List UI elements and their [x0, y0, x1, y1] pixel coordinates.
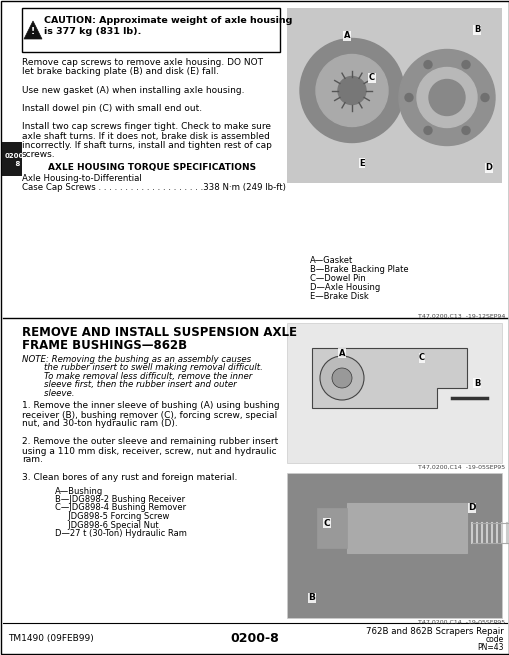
Circle shape	[398, 50, 494, 145]
Bar	[287, 8, 501, 183]
Text: Remove cap screws to remove axle housing. DO NOT: Remove cap screws to remove axle housing…	[22, 58, 263, 67]
Text: !: !	[31, 26, 35, 35]
Bar	[22, 8, 279, 52]
Text: C—Dowel Pin: C—Dowel Pin	[309, 274, 365, 283]
Text: AXLE HOUSING TORQUE SPECIFICATIONS: AXLE HOUSING TORQUE SPECIFICATIONS	[48, 163, 256, 172]
Circle shape	[461, 61, 469, 69]
Text: D—Axle Housing: D—Axle Housing	[309, 283, 380, 292]
Text: receiver (B), bushing remover (C), forcing screw, special: receiver (B), bushing remover (C), forci…	[22, 411, 277, 419]
Text: incorrectly. If shaft turns, install and tighten rest of cap: incorrectly. If shaft turns, install and…	[22, 141, 271, 150]
Circle shape	[423, 61, 431, 69]
Circle shape	[299, 39, 403, 143]
Circle shape	[461, 126, 469, 134]
Text: sleeve.: sleeve.	[22, 389, 74, 398]
Text: JDG898-5 Forcing Screw: JDG898-5 Forcing Screw	[55, 512, 169, 521]
Text: NOTE: Removing the bushing as an assembly causes: NOTE: Removing the bushing as an assembl…	[22, 355, 250, 364]
Text: A: A	[343, 31, 350, 41]
Text: Axle Housing-to-Differential: Axle Housing-to-Differential	[22, 174, 142, 183]
Text: Use new gasket (A) when installing axle housing.: Use new gasket (A) when installing axle …	[22, 86, 244, 94]
Text: REMOVE AND INSTALL SUSPENSION AXLE: REMOVE AND INSTALL SUSPENSION AXLE	[22, 326, 296, 339]
Text: 2. Remove the outer sleeve and remaining rubber insert: 2. Remove the outer sleeve and remaining…	[22, 438, 278, 447]
Text: E: E	[358, 159, 364, 168]
Text: T47,0200,C14  -19-05SEP95: T47,0200,C14 -19-05SEP95	[417, 465, 504, 470]
Circle shape	[480, 94, 488, 102]
Text: A: A	[338, 348, 345, 358]
Text: screws.: screws.	[22, 150, 55, 159]
Text: D—27 t (30-Ton) Hydraulic Ram: D—27 t (30-Ton) Hydraulic Ram	[55, 529, 186, 538]
Text: Case Cap Screws . . . . . . . . . . . . . . . . . . . .338 N·m (249 lb-ft): Case Cap Screws . . . . . . . . . . . . …	[22, 183, 286, 192]
Text: 0200-8: 0200-8	[230, 633, 279, 645]
Text: Install two cap screws finger tight. Check to make sure: Install two cap screws finger tight. Che…	[22, 122, 270, 132]
Text: D: D	[485, 164, 492, 172]
Circle shape	[319, 356, 363, 400]
Text: axle shaft turns. If it does not, brake disk is assembled: axle shaft turns. If it does not, brake …	[22, 132, 269, 141]
Text: 1. Remove the inner sleeve of bushing (A) using bushing: 1. Remove the inner sleeve of bushing (A…	[22, 402, 279, 411]
Circle shape	[331, 368, 351, 388]
Text: Install dowel pin (C) with small end out.: Install dowel pin (C) with small end out…	[22, 104, 202, 113]
Text: let brake backing plate (B) and disk (E) fall.: let brake backing plate (B) and disk (E)…	[22, 67, 218, 76]
Text: B—Brake Backing Plate: B—Brake Backing Plate	[309, 265, 408, 274]
Text: code: code	[485, 635, 503, 643]
Text: 762B and 862B Scrapers Repair: 762B and 862B Scrapers Repair	[365, 626, 503, 635]
Text: using a 110 mm disk, receiver, screw, nut and hydraulic: using a 110 mm disk, receiver, screw, nu…	[22, 447, 276, 455]
Text: C: C	[418, 354, 424, 362]
Text: the rubber insert to swell making removal difficult.: the rubber insert to swell making remova…	[22, 364, 262, 373]
Circle shape	[337, 77, 365, 105]
Text: B—JDG898-2 Bushing Receiver: B—JDG898-2 Bushing Receiver	[55, 495, 185, 504]
Bar	[287, 323, 501, 463]
Bar	[346, 503, 466, 553]
Text: C: C	[368, 73, 374, 83]
Circle shape	[416, 67, 476, 128]
Circle shape	[316, 54, 387, 126]
Text: B: B	[473, 26, 479, 35]
Text: TM1490 (09FEB99): TM1490 (09FEB99)	[8, 635, 94, 643]
Text: 3. Clean bores of any rust and foreign material.: 3. Clean bores of any rust and foreign m…	[22, 474, 237, 483]
Text: B: B	[308, 593, 315, 603]
Text: A—Gasket: A—Gasket	[309, 256, 353, 265]
Text: T47,0200,C13  -19-12SEP94: T47,0200,C13 -19-12SEP94	[417, 314, 504, 319]
Text: PN=43: PN=43	[476, 643, 503, 652]
Text: B: B	[473, 379, 479, 388]
Text: A—Bushing: A—Bushing	[55, 487, 103, 495]
Bar	[287, 473, 501, 618]
Text: C—JDG898-4 Bushing Remover: C—JDG898-4 Bushing Remover	[55, 504, 186, 512]
Text: nut, and 30-ton hydraulic ram (D).: nut, and 30-ton hydraulic ram (D).	[22, 419, 178, 428]
Circle shape	[428, 79, 464, 115]
Text: E—Brake Disk: E—Brake Disk	[309, 292, 368, 301]
Text: To make removal less difficult, remove the inner: To make removal less difficult, remove t…	[22, 372, 252, 381]
Text: D: D	[467, 504, 475, 512]
Bar	[317, 508, 346, 548]
Text: sleeve first, then the rubber insert and outer: sleeve first, then the rubber insert and…	[22, 381, 236, 390]
Polygon shape	[312, 348, 466, 408]
Text: JDG898-6 Special Nut: JDG898-6 Special Nut	[55, 521, 158, 529]
Text: T47,0200,C14  -19-05SEP95: T47,0200,C14 -19-05SEP95	[417, 620, 504, 625]
Text: ram.: ram.	[22, 455, 43, 464]
Circle shape	[404, 94, 412, 102]
Polygon shape	[24, 21, 42, 39]
Bar	[2, 142, 22, 176]
Text: 0200
   8: 0200 8	[4, 153, 23, 166]
Circle shape	[423, 126, 431, 134]
Text: C: C	[323, 519, 330, 527]
Text: CAUTION: Approximate weight of axle housing
is 377 kg (831 lb).: CAUTION: Approximate weight of axle hous…	[44, 16, 292, 37]
Text: FRAME BUSHINGS—862B: FRAME BUSHINGS—862B	[22, 339, 187, 352]
